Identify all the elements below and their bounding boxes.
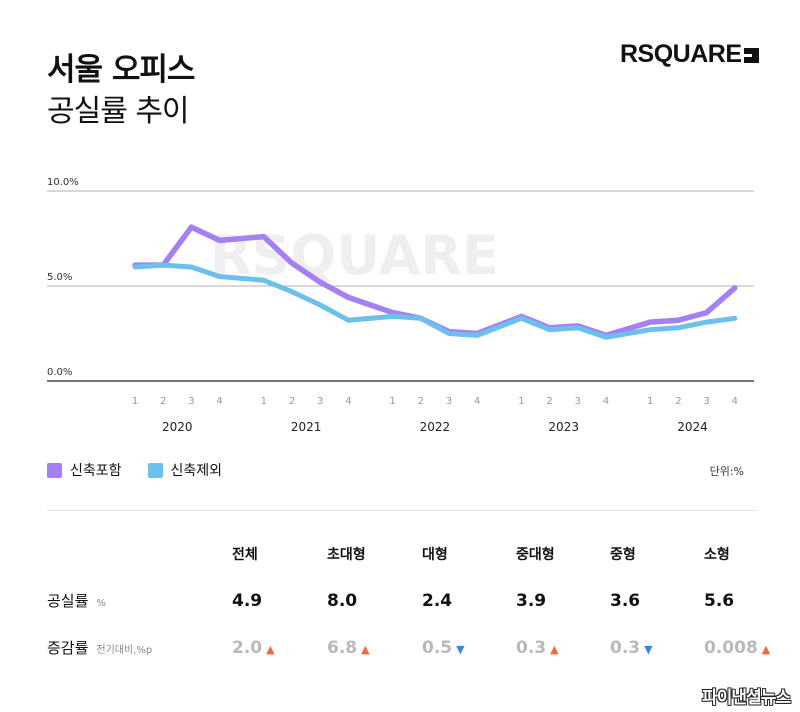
legend: 신축포함 신축제외: [47, 460, 222, 480]
x-tick-label: 4: [216, 396, 222, 407]
row-unit: %: [96, 598, 106, 609]
x-tick-label: 3: [317, 396, 323, 407]
change-value: 2.0: [232, 637, 263, 658]
vacancy-value: 5.6: [704, 590, 735, 611]
series-line-new-excluded: [132, 262, 738, 340]
row-label-text: 공실률: [47, 592, 89, 610]
x-tick-label: 3: [188, 396, 194, 407]
x-tick-label: 1: [261, 396, 267, 407]
y-tick-label: 10.0%: [47, 177, 79, 188]
x-tick-label: 1: [389, 396, 395, 407]
x-year-label: 2021: [291, 420, 322, 434]
vacancy-value: 3.9: [516, 590, 547, 611]
col-header: 전체: [232, 546, 258, 563]
arrow-down-icon: ▼: [456, 642, 465, 656]
arrow-down-icon: ▼: [644, 642, 653, 656]
x-tick-label: 2: [160, 396, 166, 407]
brand-logo: RSQUARE: [620, 40, 759, 69]
arrow-up-icon: ▲: [761, 642, 771, 656]
x-tick-label: 4: [603, 396, 609, 407]
col-header: 소형: [704, 546, 730, 563]
col-header: 대형: [422, 546, 448, 563]
row-unit: 전기대비,%p: [96, 645, 153, 656]
row-label-text: 증감률: [47, 639, 89, 657]
y-tick-label: 5.0%: [47, 272, 72, 283]
footer-logo: 파이낸셜뉴스: [702, 688, 791, 708]
col-header: 초대형: [327, 546, 366, 563]
x-year-label: 2024: [677, 420, 708, 434]
arrow-up-icon: ▲: [361, 642, 370, 656]
stats-table: 전체 초대형 대형 중대형 중형 소형 공실률% 4.9 8.0 2.4 3.9…: [47, 530, 770, 671]
x-tick-label: 2: [546, 396, 552, 407]
change-cell: 0.5 ▼: [422, 624, 516, 671]
chart-title: 서울 오피스: [47, 52, 195, 88]
legend-label: 신축포함: [70, 463, 122, 479]
x-year-label: 2022: [420, 420, 451, 434]
change-cell: 6.8 ▲: [327, 624, 422, 671]
x-tick-label: 4: [345, 396, 351, 407]
brand-mark-icon: [743, 48, 759, 63]
vacancy-row: 공실률% 4.9 8.0 2.4 3.9 3.6 5.6: [47, 577, 770, 624]
x-tick-label: 3: [446, 396, 452, 407]
change-value: 0.3: [516, 637, 547, 658]
row-label: 증감률 전기대비,%p: [47, 624, 232, 671]
col-header: 중대형: [516, 546, 555, 563]
x-tick-label: 1: [518, 396, 524, 407]
x-tick-label: 2: [289, 396, 295, 407]
y-tick-label: 0.0%: [47, 367, 72, 378]
x-tick-label: 4: [474, 396, 480, 407]
x-tick-label: 2: [675, 396, 681, 407]
x-year-label: 2020: [162, 420, 193, 434]
vacancy-value: 2.4: [422, 590, 453, 611]
x-tick-label: 2: [418, 396, 424, 407]
change-cell: 0.008 ▲: [704, 624, 770, 671]
stats-header-row: 전체 초대형 대형 중대형 중형 소형: [47, 530, 770, 577]
legend-item-new-included: 신축포함: [47, 460, 122, 480]
row-label: 공실률%: [47, 577, 232, 624]
x-year-label: 2023: [548, 420, 579, 434]
divider: [47, 510, 757, 511]
vacancy-value: 3.6: [610, 590, 641, 611]
vacancy-value: 4.9: [232, 590, 263, 611]
change-value: 0.5: [422, 637, 453, 658]
x-tick-label: 1: [132, 396, 138, 407]
legend-swatch-purple: [47, 462, 62, 478]
change-cell: 0.3 ▲: [516, 624, 610, 671]
legend-label: 신축제외: [170, 463, 223, 479]
change-cell: 0.3 ▼: [610, 624, 704, 671]
legend-swatch-blue: [147, 462, 163, 478]
unit-label: 단위:%: [709, 465, 744, 478]
change-value: 6.8: [327, 637, 358, 658]
arrow-up-icon: ▲: [550, 642, 559, 656]
x-tick-label: 3: [575, 396, 581, 407]
change-row: 증감률 전기대비,%p 2.0 ▲ 6.8 ▲ 0.5 ▼ 0.3 ▲ 0.3 ▼ 0.00…: [47, 624, 770, 671]
change-value: 0.3: [610, 637, 641, 658]
col-header: 중형: [610, 546, 636, 563]
brand-logo-text: RSQUARE: [620, 40, 742, 68]
legend-item-new-excluded: 신축제외: [147, 460, 223, 480]
x-tick-label: 4: [732, 396, 738, 407]
change-cell: 2.0 ▲: [232, 624, 327, 671]
vacancy-value: 8.0: [327, 590, 358, 611]
chart-subtitle: 공실률 추이: [47, 94, 190, 129]
x-tick-label: 3: [703, 396, 709, 407]
change-value: 0.008: [704, 637, 758, 658]
x-tick-label: 1: [647, 396, 653, 407]
arrow-up-icon: ▲: [266, 642, 275, 656]
